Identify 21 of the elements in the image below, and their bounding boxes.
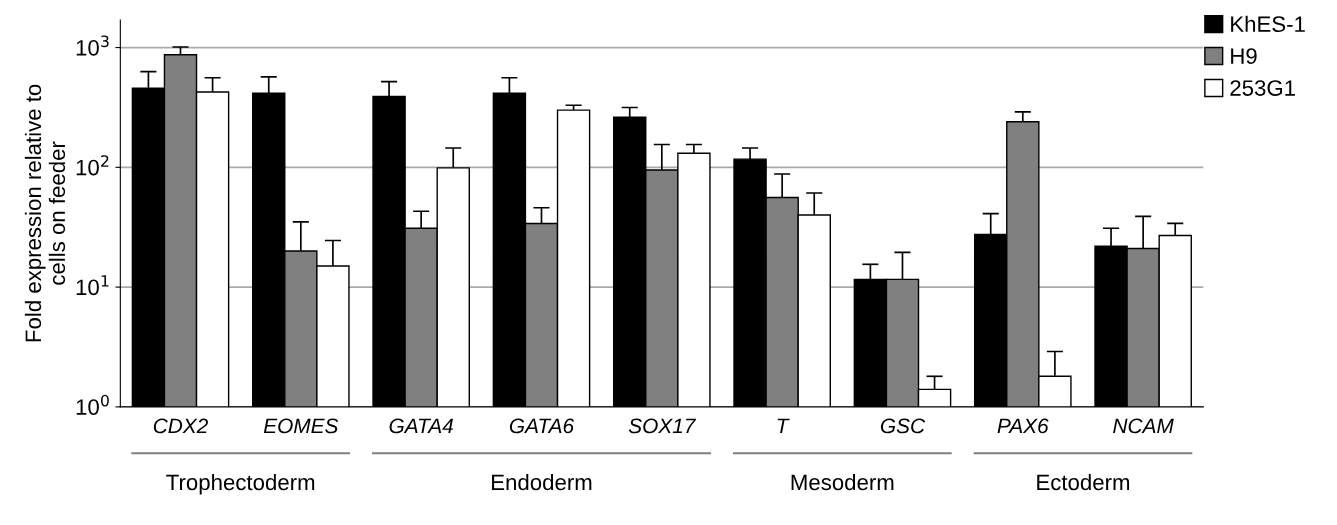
x-tick-label: GATA4 xyxy=(389,418,453,434)
x-tick-label: EOMES xyxy=(263,418,339,434)
legend-label: 253G1 xyxy=(1230,80,1295,96)
y-tick-label: 10$^{3}$ xyxy=(76,35,109,56)
text: Ectoderm xyxy=(1037,473,1130,491)
x-tick-label: T xyxy=(777,418,790,434)
y-tick-label: 10$^{0}$ xyxy=(76,394,109,415)
y-axis-title: Fold expression relative to cells on feeder xyxy=(24,84,66,342)
legend-label: KhES-1 xyxy=(1231,15,1305,33)
x-tick-label: NCAM xyxy=(1113,418,1174,434)
text: Mesoderm xyxy=(791,473,894,491)
x-tick-label: GATA6 xyxy=(509,418,575,434)
x-tick-label: GSC xyxy=(880,418,926,434)
legend-label: H9 xyxy=(1231,48,1257,64)
text: Endoderm xyxy=(492,473,592,491)
y-tick-label: 10$^{1}$ xyxy=(76,275,109,296)
x-tick-label: PAX6 xyxy=(997,418,1049,434)
x-tick-label: CDX2 xyxy=(153,418,208,434)
x-tick-label: SOX17 xyxy=(628,418,697,434)
y-tick-label: 10$^{2}$ xyxy=(76,155,109,176)
text: Trophectoderm xyxy=(166,473,315,495)
